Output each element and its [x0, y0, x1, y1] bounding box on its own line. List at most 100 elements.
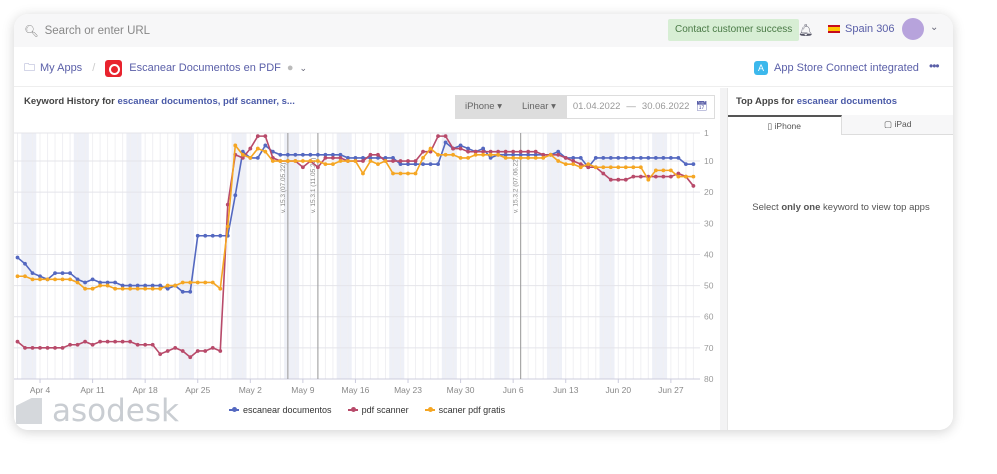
contact-customer-success-button[interactable]: Contact customer success	[668, 19, 800, 41]
y-tick-label: 10	[704, 156, 714, 166]
data-point	[481, 146, 486, 151]
data-point	[38, 274, 42, 279]
x-tick-label: May 9	[291, 385, 314, 395]
data-point	[331, 152, 335, 157]
data-point	[218, 233, 223, 238]
device-select[interactable]: iPhone ▾	[455, 95, 513, 119]
data-point	[436, 134, 440, 139]
breadcrumb-my-apps[interactable]: My Apps	[40, 62, 83, 74]
data-point	[113, 339, 118, 344]
keywords-link[interactable]: escanear documentos, pdf scanner, s...	[117, 96, 295, 107]
data-point	[511, 149, 516, 154]
bell-icon[interactable]: 🔔︎	[798, 23, 814, 37]
data-point	[653, 156, 658, 160]
date-range-picker[interactable]: 01.04.2022—30.06.2022 📅︎	[565, 95, 715, 119]
data-point	[30, 345, 35, 350]
data-point	[601, 156, 606, 160]
data-point	[158, 352, 163, 356]
chevron-down-icon[interactable]: ⌄	[930, 22, 939, 33]
data-point	[105, 283, 110, 288]
search-input[interactable]: 🔍︎ Search or enter URL	[24, 24, 151, 38]
data-point	[443, 134, 448, 139]
data-point	[511, 152, 516, 157]
data-point	[165, 349, 170, 353]
data-point	[631, 156, 636, 160]
more-options-icon[interactable]: •••	[929, 59, 940, 73]
data-point	[676, 171, 681, 176]
data-point	[210, 280, 215, 285]
data-point	[638, 174, 643, 179]
tab-ipad[interactable]: ▢ iPad	[841, 115, 953, 135]
data-point	[586, 162, 591, 167]
data-point	[361, 171, 365, 176]
weekend-band	[336, 133, 352, 379]
data-point	[691, 174, 696, 179]
top-apps-hint: Select only one keyword to view top apps	[752, 202, 930, 213]
date-from[interactable]: 01.04.2022	[572, 101, 621, 112]
data-point	[143, 342, 148, 347]
data-point	[45, 277, 50, 282]
data-point	[158, 286, 163, 291]
data-point	[466, 149, 470, 154]
scale-select[interactable]: Linear ▾	[512, 95, 566, 119]
legend-item[interactable]: escanear documentos	[229, 405, 332, 415]
data-point	[571, 159, 576, 163]
data-point	[23, 274, 27, 279]
data-point	[668, 168, 673, 173]
legend-label: pdf scanner	[361, 405, 409, 415]
date-to[interactable]: 30.06.2022	[641, 101, 690, 112]
data-point	[428, 146, 433, 151]
data-point	[255, 146, 260, 151]
data-point	[38, 345, 42, 350]
device-tabs: ▯ iPhone ▢ iPad	[728, 115, 953, 135]
data-point	[533, 149, 538, 154]
data-point	[135, 286, 140, 291]
legend-item[interactable]: scaner pdf gratis	[424, 405, 505, 415]
data-point	[683, 174, 688, 179]
data-point	[571, 162, 576, 167]
data-point	[218, 286, 223, 291]
data-point	[503, 152, 508, 157]
data-point	[646, 156, 651, 160]
data-point	[240, 152, 245, 157]
version-marker-label: v. 15.3 (07.05.22)	[280, 163, 287, 213]
data-point	[150, 342, 155, 347]
tab-iphone[interactable]: ▯ iPhone	[728, 115, 842, 135]
calendar-icon[interactable]: 📅︎	[695, 101, 708, 112]
data-point	[421, 162, 425, 167]
avatar[interactable]	[902, 18, 924, 40]
data-point	[458, 146, 463, 151]
data-point	[113, 286, 118, 291]
data-point	[376, 152, 380, 157]
country-selector[interactable]: Spain 306	[828, 23, 895, 35]
chevron-down-icon[interactable]: ⌄	[299, 62, 308, 73]
x-tick-label: May 30	[447, 385, 475, 395]
data-point	[496, 149, 501, 154]
version-marker-label: v. 15.3.2 (07.06.22)	[513, 157, 520, 213]
data-point	[533, 156, 538, 160]
legend-item[interactable]: pdf scanner	[347, 405, 409, 415]
data-point	[413, 162, 418, 167]
breadcrumb-app-name[interactable]: Escanear Documentos en PDF	[129, 62, 281, 74]
data-point	[503, 149, 508, 154]
data-point	[323, 152, 328, 157]
data-point	[578, 165, 583, 170]
data-point	[98, 339, 103, 344]
data-point	[661, 156, 666, 160]
data-point	[143, 286, 148, 291]
data-point	[255, 156, 260, 160]
data-point	[323, 162, 328, 167]
breadcrumb: 🗀︎ My Apps / Escanear Documentos en PDF …	[14, 50, 953, 87]
top-bar: 🔍︎ Search or enter URL Contact customer …	[14, 14, 953, 47]
data-point	[578, 162, 583, 167]
app-store-connect-status[interactable]: A App Store Connect integrated	[754, 61, 919, 75]
data-point	[158, 283, 163, 288]
data-point	[316, 165, 320, 170]
weekend-band	[178, 133, 194, 379]
data-point	[270, 149, 275, 154]
data-point	[300, 159, 305, 163]
data-point	[150, 286, 155, 291]
data-point	[285, 159, 290, 163]
data-point	[676, 156, 681, 160]
data-point	[308, 152, 313, 157]
